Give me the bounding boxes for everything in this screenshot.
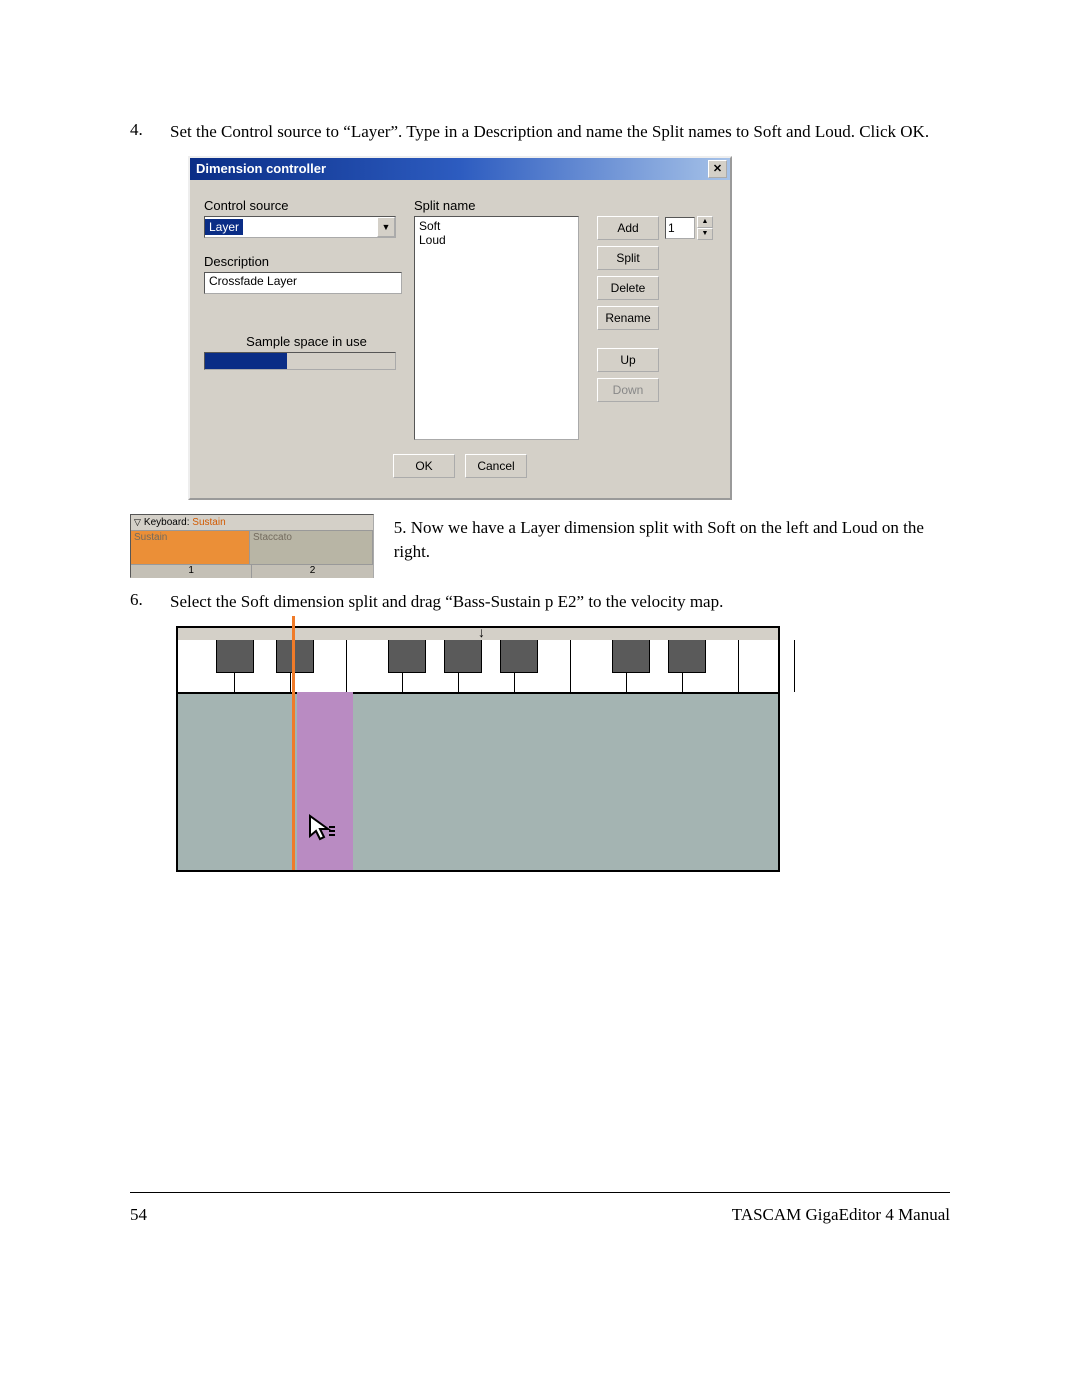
step-4: 4. Set the Control source to “Layer”. Ty…	[130, 120, 950, 144]
add-count-spinner[interactable]: 1	[665, 217, 695, 239]
down-button[interactable]: Down	[597, 378, 659, 402]
control-source-combo[interactable]: Layer ▼	[204, 216, 396, 238]
rename-button[interactable]: Rename	[597, 306, 659, 330]
combo-selected: Layer	[205, 219, 243, 235]
close-icon[interactable]: ✕	[708, 160, 727, 178]
sample-space-bar	[204, 352, 396, 370]
control-source-label: Control source	[204, 198, 409, 213]
keyboard-header: Keyboard: Sustain	[144, 517, 226, 528]
chevron-up-icon[interactable]: ▲	[697, 216, 713, 228]
description-label: Description	[204, 254, 409, 269]
black-key[interactable]	[500, 640, 538, 673]
black-key[interactable]	[668, 640, 706, 673]
black-key[interactable]	[216, 640, 254, 673]
step-5-text: 5. Now we have a Layer dimension split w…	[394, 514, 950, 578]
dimension-split-loud[interactable]: Staccato	[250, 531, 373, 564]
split-index: 1	[131, 565, 252, 578]
expand-icon[interactable]: ▽	[134, 517, 141, 528]
ok-button[interactable]: OK	[393, 454, 455, 478]
sample-space-label: Sample space in use	[204, 334, 409, 349]
split-name-label: Split name	[414, 198, 569, 213]
up-button[interactable]: Up	[597, 348, 659, 372]
page-number: 54	[130, 1205, 147, 1225]
step-6: 6. Select the Soft dimension split and d…	[130, 590, 950, 614]
black-key[interactable]	[444, 640, 482, 673]
footer-rule	[130, 1192, 950, 1193]
step-text: Set the Control source to “Layer”. Type …	[170, 120, 929, 144]
cursor-icon	[308, 814, 338, 844]
piano-keyboard[interactable]	[178, 640, 778, 694]
list-item[interactable]: Soft	[419, 219, 574, 233]
cancel-button[interactable]: Cancel	[465, 454, 527, 478]
dialog-title: Dimension controller	[193, 161, 326, 176]
velocity-map[interactable]: ↓	[176, 626, 780, 872]
split-button[interactable]: Split	[597, 246, 659, 270]
manual-title: TASCAM GigaEditor 4 Manual	[732, 1205, 950, 1225]
white-key[interactable]	[738, 640, 795, 692]
step-text: Select the Soft dimension split and drag…	[170, 590, 723, 614]
step-number: 6.	[130, 590, 170, 614]
step-number: 4.	[130, 120, 170, 144]
add-button[interactable]: Add	[597, 216, 659, 240]
titlebar: Dimension controller ✕	[190, 158, 730, 180]
chevron-down-icon[interactable]: ▼	[697, 228, 713, 240]
keyboard-dimension-panel: ▽ Keyboard: Sustain Sustain Staccato 1 2	[130, 514, 374, 578]
drop-marker-icon: ↓	[478, 628, 485, 640]
split-name-list[interactable]: Soft Loud	[414, 216, 579, 440]
dimension-controller-dialog: Dimension controller ✕ Control source La…	[188, 156, 732, 500]
description-input[interactable]: Crossfade Layer	[204, 272, 402, 294]
black-key[interactable]	[388, 640, 426, 673]
delete-button[interactable]: Delete	[597, 276, 659, 300]
chevron-down-icon[interactable]: ▼	[377, 217, 395, 237]
dimension-split-soft[interactable]: Sustain	[131, 531, 250, 564]
black-key[interactable]	[612, 640, 650, 673]
selected-key-highlight	[292, 616, 295, 870]
black-key[interactable]	[276, 640, 314, 673]
split-index: 2	[252, 565, 372, 578]
list-item[interactable]: Loud	[419, 233, 574, 247]
